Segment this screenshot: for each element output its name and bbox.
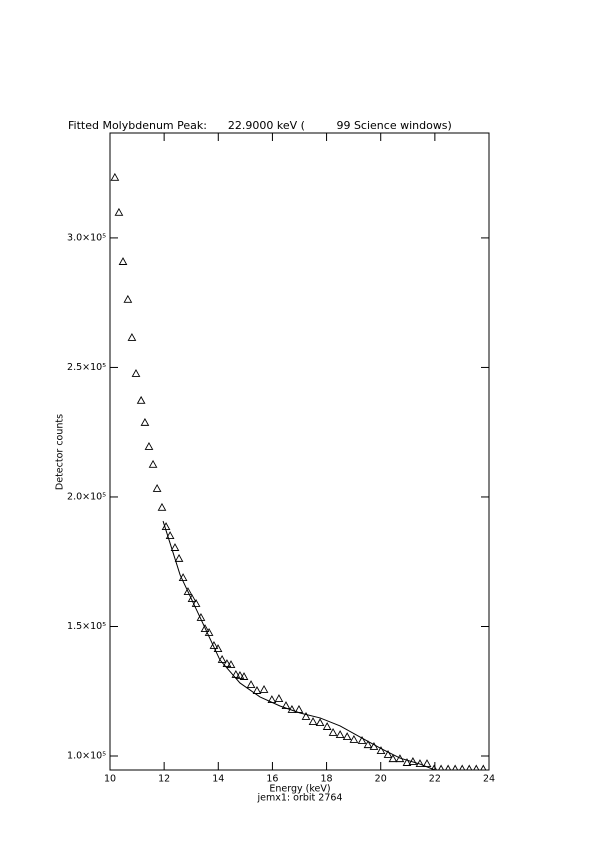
y-tick-label: 1.0×10⁵ <box>67 751 106 762</box>
x-tick-label: 20 <box>375 774 387 785</box>
data-point <box>174 553 184 562</box>
data-point <box>480 764 487 770</box>
data-point <box>200 624 210 633</box>
x-tick-label: 14 <box>212 774 224 785</box>
x-tick-label: 16 <box>266 774 278 785</box>
plot-area <box>110 172 487 770</box>
x-tick-label: 12 <box>158 774 170 785</box>
data-point <box>152 484 162 492</box>
data-point <box>239 672 249 680</box>
data-point <box>402 758 412 766</box>
x-tick-label: 22 <box>429 774 441 785</box>
data-point <box>183 587 193 595</box>
data-point <box>328 728 338 736</box>
data-point <box>315 718 325 727</box>
data-point <box>308 717 318 726</box>
y-tick-label: 2.0×10⁵ <box>67 491 106 502</box>
data-point <box>383 750 393 758</box>
data-point <box>191 599 201 607</box>
data-point <box>335 730 345 738</box>
data-point <box>452 764 459 770</box>
x-axis-label: Energy (keV) <box>269 784 330 795</box>
x-tick-label: 18 <box>321 774 333 785</box>
data-point <box>148 459 158 468</box>
data-point <box>131 368 141 377</box>
data-point <box>165 531 175 540</box>
data-point <box>187 594 197 602</box>
data-point <box>235 671 245 679</box>
data-point <box>322 722 332 730</box>
data-point <box>140 417 150 426</box>
data-point <box>466 764 473 770</box>
data-point <box>118 257 128 265</box>
data-point <box>196 613 206 621</box>
subtitle: jemx1: orbit 2764 <box>257 793 343 804</box>
data-point <box>226 660 236 669</box>
data-point <box>473 764 480 770</box>
data-point <box>459 764 466 770</box>
data-point <box>222 659 232 667</box>
data-point <box>388 754 398 763</box>
y-tick-label: 2.5×10⁵ <box>67 362 106 373</box>
data-point <box>349 735 359 743</box>
data-point <box>231 670 241 678</box>
data-point <box>445 764 452 770</box>
data-point <box>376 746 386 755</box>
data-point <box>213 644 223 652</box>
data-point <box>246 680 256 688</box>
data-point <box>110 172 120 181</box>
data-point <box>127 332 137 341</box>
fit-line <box>162 520 436 770</box>
data-point <box>259 685 269 693</box>
y-tick-label: 3.0×10⁵ <box>67 232 106 243</box>
x-tick-label: 24 <box>483 774 495 785</box>
plot-frame <box>109 132 490 771</box>
data-point <box>357 736 367 744</box>
y-tick-label: 1.5×10⁵ <box>67 621 106 632</box>
data-point <box>363 740 373 749</box>
data-point <box>438 764 445 770</box>
data-point <box>252 686 262 694</box>
data-point <box>170 543 180 551</box>
data-point <box>157 502 167 511</box>
data-point <box>301 711 311 720</box>
data-point <box>136 395 146 404</box>
data-point <box>114 207 124 216</box>
chart-title: Fitted Molybdenum Peak: 22.9000 keV ( 99… <box>68 119 452 132</box>
data-point <box>209 640 219 649</box>
data-point <box>144 442 154 450</box>
data-point <box>342 732 352 741</box>
x-tick-label: 10 <box>104 774 116 785</box>
data-point <box>123 294 133 303</box>
data-point <box>274 694 284 702</box>
y-axis-label: Detector counts <box>55 414 66 490</box>
